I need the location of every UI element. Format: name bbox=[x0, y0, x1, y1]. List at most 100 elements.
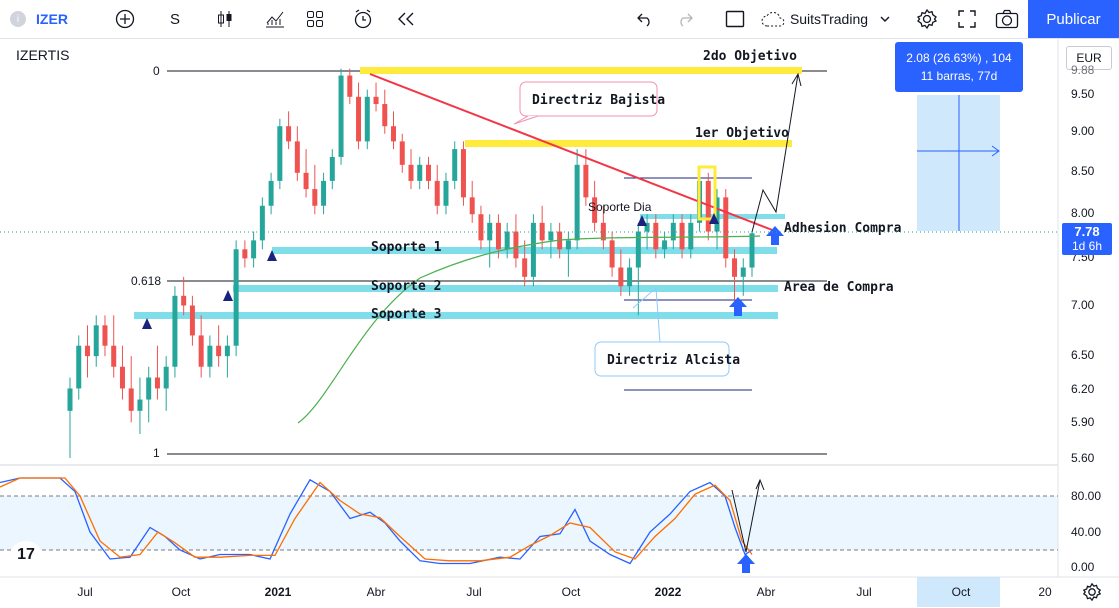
time-tick-label: Jul bbox=[466, 585, 481, 599]
alert-icon[interactable] bbox=[350, 0, 376, 38]
signal-marker bbox=[637, 215, 647, 226]
candle-body bbox=[286, 126, 292, 142]
symbol-search-button[interactable]: IZER bbox=[36, 11, 68, 27]
time-tick-label: 2022 bbox=[655, 585, 682, 599]
fullscreen-icon[interactable] bbox=[954, 0, 980, 38]
candle-body bbox=[495, 222, 501, 250]
candle-body bbox=[329, 156, 335, 181]
layout-name-button[interactable]: SuitsTrading bbox=[760, 0, 890, 38]
candle-body bbox=[670, 222, 676, 241]
candle-body bbox=[382, 104, 388, 127]
candle-body bbox=[154, 377, 160, 389]
settings-icon[interactable] bbox=[914, 0, 940, 38]
adhesion-arrow bbox=[766, 226, 784, 245]
candle-body bbox=[312, 189, 318, 206]
callout-alcista-box bbox=[594, 341, 730, 377]
price-tick-label: 9.88 bbox=[1071, 63, 1095, 77]
candle-body bbox=[128, 388, 134, 411]
fib-label-0618: 0.618 bbox=[131, 274, 161, 288]
projection-arrowhead bbox=[791, 72, 802, 87]
candle-body bbox=[364, 96, 370, 142]
label-soporte-dia: Soporte Dia bbox=[588, 200, 652, 214]
candle-body bbox=[67, 388, 73, 411]
label-area-compra: Area de Compra bbox=[784, 280, 894, 295]
measure-tooltip: 2.08 (26.63%) , 104 11 barras, 77d bbox=[895, 42, 1023, 92]
price-tick-label: 7.00 bbox=[1071, 298, 1095, 312]
candle-body bbox=[565, 240, 571, 250]
candle-body bbox=[216, 345, 222, 357]
candle-body bbox=[84, 345, 90, 357]
candle-body bbox=[732, 258, 738, 277]
candle-body bbox=[662, 240, 668, 250]
chevron-down-icon bbox=[880, 16, 890, 22]
candle-body bbox=[618, 267, 624, 287]
candle-body bbox=[391, 126, 397, 142]
candle-body bbox=[740, 267, 746, 277]
objetivo-2-band bbox=[360, 67, 802, 74]
candle-body bbox=[76, 345, 82, 389]
axis-settings-icon[interactable] bbox=[1082, 582, 1102, 602]
candle-body bbox=[522, 258, 528, 277]
candle-body bbox=[635, 231, 641, 268]
candle-body bbox=[749, 233, 755, 268]
candle-body bbox=[277, 126, 283, 181]
redo-icon[interactable] bbox=[672, 0, 698, 38]
candle-body bbox=[530, 222, 536, 277]
fib-label-0: 0 bbox=[153, 64, 160, 78]
candle-body bbox=[356, 96, 362, 142]
osc-buy-arrow bbox=[737, 554, 755, 573]
replay-icon[interactable] bbox=[393, 0, 419, 38]
candle-body bbox=[224, 345, 230, 357]
candle-body bbox=[347, 75, 353, 97]
candle-body bbox=[600, 222, 606, 241]
candle-body bbox=[251, 240, 257, 259]
candle-body bbox=[294, 141, 300, 173]
publish-button[interactable]: Publicar bbox=[1028, 0, 1119, 38]
label-soporte-3: Soporte 3 bbox=[371, 307, 441, 322]
time-tick-label: Abr bbox=[757, 585, 776, 599]
candle-body bbox=[539, 222, 545, 241]
label-2do-objetivo: 2do Objetivo bbox=[703, 49, 797, 64]
countdown-label: 1d 6h bbox=[1071, 239, 1103, 253]
osc-tick-label: 40.00 bbox=[1071, 525, 1101, 539]
layout-icon[interactable] bbox=[722, 0, 748, 38]
add-icon[interactable] bbox=[112, 0, 138, 38]
templates-icon[interactable] bbox=[302, 0, 328, 38]
time-tick-label: Jul bbox=[856, 585, 871, 599]
label-directriz-alcista: Directriz Alcista bbox=[607, 353, 740, 368]
candle-body bbox=[163, 366, 169, 389]
directriz-bajista-line bbox=[369, 73, 781, 234]
price-tick-label: 5.90 bbox=[1071, 415, 1095, 429]
candle-body bbox=[198, 335, 204, 367]
camera-icon[interactable] bbox=[994, 0, 1020, 38]
candles-icon[interactable] bbox=[212, 0, 238, 38]
symbol-info-icon[interactable]: i bbox=[8, 0, 28, 38]
osc-tick-label: 0.00 bbox=[1071, 560, 1095, 574]
candle-body bbox=[303, 172, 309, 190]
measure-line-2: 11 barras, 77d bbox=[920, 69, 998, 83]
time-tick-label: Jul bbox=[77, 585, 92, 599]
candle-body bbox=[137, 399, 143, 411]
interval-button[interactable]: S bbox=[169, 10, 180, 28]
candle-body bbox=[504, 231, 510, 250]
current-price-value: 7.78 bbox=[1074, 224, 1100, 239]
price-tick-label: 8.00 bbox=[1071, 206, 1095, 220]
candle-body bbox=[434, 180, 440, 206]
candle-body bbox=[242, 249, 248, 259]
label-adhesion-compra: Adhesion Compra bbox=[784, 221, 902, 236]
time-range-highlight bbox=[917, 577, 1000, 607]
undo-icon[interactable] bbox=[632, 0, 658, 38]
price-tick-label: 8.50 bbox=[1071, 164, 1095, 178]
area-compra-arrow bbox=[729, 297, 747, 316]
indicators-icon[interactable] bbox=[262, 0, 288, 38]
osc-projection-arrowhead bbox=[755, 478, 765, 491]
signal-marker bbox=[142, 318, 152, 329]
candle-body bbox=[233, 249, 239, 346]
time-tick-label: Oct bbox=[172, 585, 191, 599]
candle-body bbox=[644, 222, 650, 232]
projection-path bbox=[751, 73, 799, 233]
measure-line-1: 2.08 (26.63%) , 104 bbox=[906, 51, 1012, 65]
currency-button[interactable]: EUR bbox=[1066, 46, 1112, 70]
price-chart[interactable]: 0 0.618 1 2do Objetivo 1er Objetivo Soporte D… bbox=[0, 39, 1119, 608]
candle-body bbox=[425, 164, 431, 181]
